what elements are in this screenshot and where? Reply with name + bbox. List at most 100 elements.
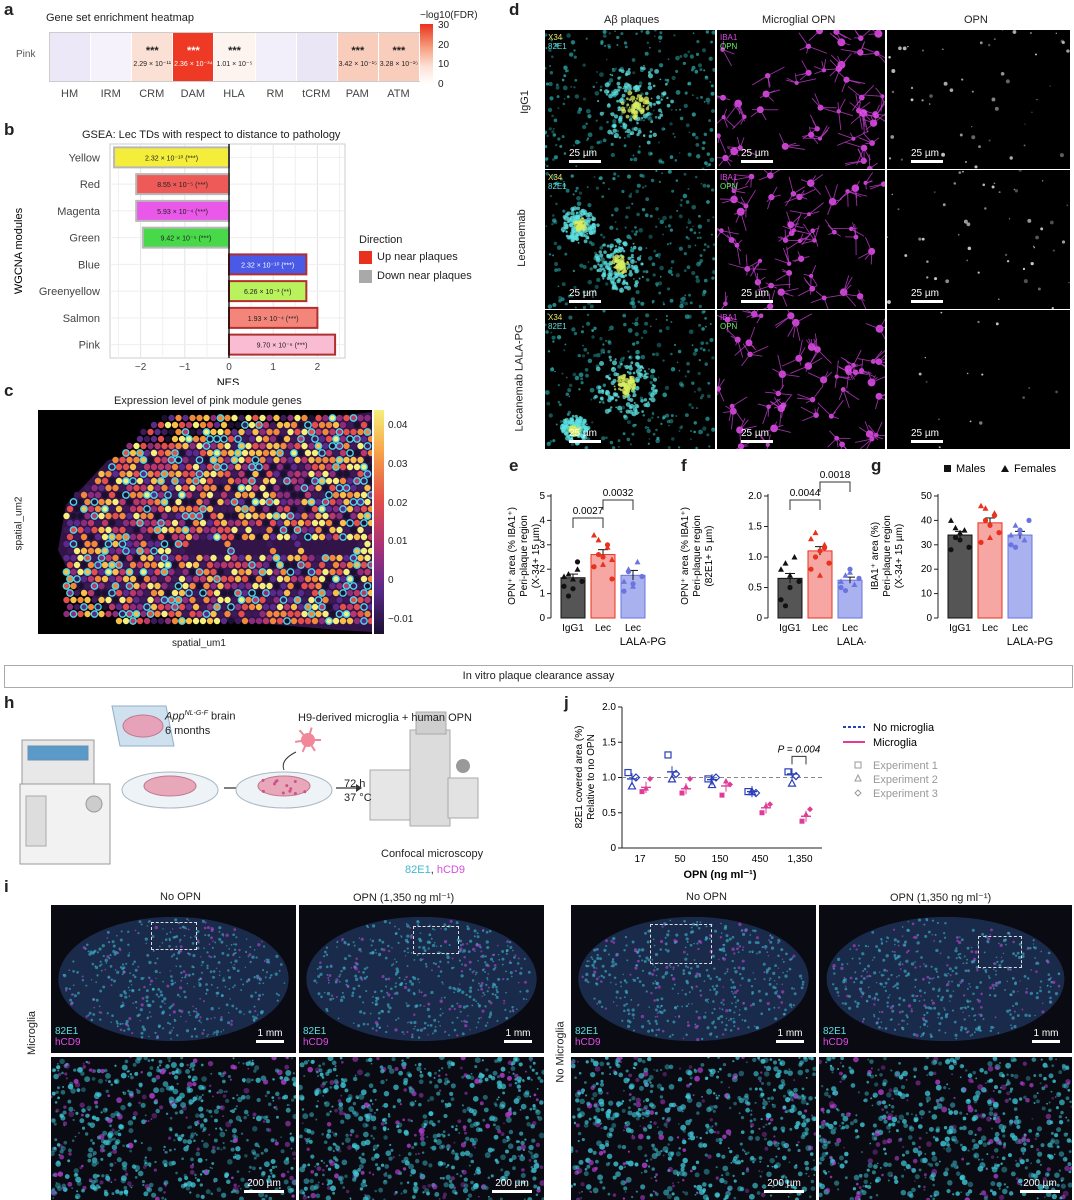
d-image-content: [888, 30, 1070, 169]
d-scalebar-label: 25 µm: [741, 288, 769, 299]
d-image-content: [717, 310, 885, 449]
panel-label-a: a: [4, 0, 14, 19]
j-point: [671, 769, 681, 779]
d-image-content: [717, 170, 885, 309]
j-point: [807, 806, 813, 813]
i-scalebar-line: [776, 1040, 804, 1043]
heatmap-xtick: HM: [61, 88, 79, 100]
j-annotation: P = 0.004: [778, 744, 821, 755]
j-point: [667, 774, 677, 783]
gsea-legend-up-swatch: [359, 251, 372, 264]
heatmap-cell-fdr: 3.42 × 10⁻¹⁵: [338, 61, 377, 68]
bar-group-label: Lec: [1012, 623, 1028, 634]
j-xtick: 450: [752, 854, 769, 865]
bar-ylabel: OPN⁺ area (% IBA1⁺): [680, 507, 691, 605]
spatial-colorbar-tick: 0.01: [388, 536, 408, 548]
i-scalebar-line: [1032, 1040, 1060, 1043]
i-row-no-microglia: No Microglia: [554, 1021, 567, 1083]
j-point: [664, 751, 672, 759]
heatmap-colorbar-title: −log10(FDR): [420, 10, 478, 21]
j-xtick: 17: [634, 854, 646, 865]
i-scalebar: 1 mm: [504, 1028, 532, 1043]
bar-group-label: IgG1: [949, 623, 971, 634]
i-image-content: [826, 916, 1065, 1042]
d-image-r3-c3: [887, 310, 1070, 449]
bar-legend-males: Males: [956, 463, 986, 475]
bar-chart-e: 0 1 2 3 4 5 OPN⁺ area (% IBA1⁺) Peri-plaque reg…: [507, 488, 666, 648]
gsea-xtick: 0: [226, 362, 232, 373]
i-scalebar: 1 mm: [1032, 1028, 1060, 1043]
j-point: [627, 781, 637, 790]
d-scalebar: 25 µm: [569, 148, 601, 163]
gsea-ytick: Blue: [78, 259, 100, 271]
j-ytick: 1.0: [602, 773, 616, 784]
panel-label-d: d: [509, 0, 520, 19]
bar-group-label: Lec: [842, 623, 858, 634]
bar-ylabel: OPN⁺ area (% IBA1⁺): [507, 507, 518, 605]
spatial-colorbar-tick: −0.01: [388, 613, 414, 625]
bar-subgroup-label: LALA-PG: [620, 636, 666, 648]
gsea-legend-down-swatch: [359, 270, 372, 283]
d-scalebar: 25 µm: [911, 148, 943, 163]
bar-pvalue: 0.0018: [820, 470, 851, 481]
gsea-ylabel: WGCNA modules: [13, 207, 25, 294]
d-scalebar-line: [911, 160, 943, 163]
i-image-content: [299, 1057, 544, 1200]
bar-group-label: Lec: [595, 623, 611, 634]
i-channel-hcd9: hCD9: [575, 1037, 601, 1048]
i-top-right-2: [819, 905, 1072, 1053]
j-point: [759, 810, 765, 816]
j-point: [707, 779, 717, 789]
i-row-microglia: Microglia: [26, 1010, 39, 1056]
d-image-r2-c2: [717, 170, 885, 309]
i-scalebar-label: 1 mm: [777, 1028, 803, 1039]
bar-ytick: 0: [756, 613, 762, 624]
i-channel-labels: 82E1 hCD9: [55, 1026, 81, 1048]
heatmap-grid: *** 2.29 × 10⁻¹¹ *** 2.36 × 10⁻³⁴ *** 1.01 × …: [49, 32, 421, 82]
spatial-colorbar-tick: 0.04: [388, 420, 408, 431]
heatmap-cell-stars: ***: [186, 45, 200, 57]
gsea-bar-label: 5.93 × 10⁻⁴ (***): [157, 209, 208, 216]
bar-group-label: IgG1: [562, 623, 584, 634]
heatmap-cell-rm: [255, 33, 297, 81]
d-row-title-2: Lecanemab: [515, 209, 528, 267]
i-image-content: [58, 916, 289, 1042]
heatmap-cell-crm: *** 2.29 × 10⁻¹¹: [132, 33, 174, 81]
d-channel-opn: OPN: [720, 322, 738, 331]
bar-chart-g: 0 10 20 30 40 50 IBA1⁺ area (%) Peri-plaque reg…: [870, 463, 1057, 648]
j-point: [787, 778, 797, 787]
i-scalebar: 1 mm: [256, 1028, 284, 1043]
i-left-col-2: OPN (1,350 ng ml⁻¹): [353, 892, 455, 904]
d-scalebar-label: 25 µm: [569, 428, 597, 439]
spatial-title: Expression level of pink module genes: [114, 395, 302, 407]
d-scalebar: 25 µm: [569, 288, 601, 303]
j-xtick: 150: [712, 854, 729, 865]
i-scalebar: 200 µm: [244, 1178, 284, 1193]
gsea-title: GSEA: Lec TDs with respect to distance t…: [82, 129, 341, 141]
i-scalebar-line: [492, 1190, 532, 1193]
bar-pvalue: 0.0032: [603, 488, 634, 499]
cryostat-icon: [19, 739, 111, 865]
j-ytick: 1.5: [602, 737, 616, 748]
panel-label-b: b: [4, 120, 15, 139]
j-point: [719, 792, 725, 798]
j-point: [639, 789, 645, 795]
microglia-label: H9-derived microglia + human OPN: [298, 712, 472, 724]
bar-pvalue: 0.0044: [790, 488, 821, 499]
gsea-xtick: 1: [270, 362, 276, 373]
i-image-content: [571, 1057, 816, 1200]
i-inset-box: [650, 924, 712, 964]
heatmap-xtick: PAM: [345, 88, 369, 100]
d-image-content: [545, 310, 715, 449]
panel-label-i: i: [4, 877, 9, 896]
i-bottom-left-1: [51, 1057, 296, 1200]
d-channel-iba1: IBA1: [720, 313, 738, 322]
d-scalebar: 25 µm: [741, 148, 773, 163]
d-scalebar-line: [911, 300, 943, 303]
d-channel-opn: OPN: [720, 42, 738, 51]
bar-ytick: 4: [539, 515, 545, 526]
d-image-r2-c3: [887, 170, 1070, 309]
i-channel-hcd9: hCD9: [55, 1037, 81, 1048]
d-channel-labels: IBA1 OPN: [720, 33, 737, 51]
heatmap-cell-pam: *** 3.42 × 10⁻¹⁵: [337, 33, 379, 81]
